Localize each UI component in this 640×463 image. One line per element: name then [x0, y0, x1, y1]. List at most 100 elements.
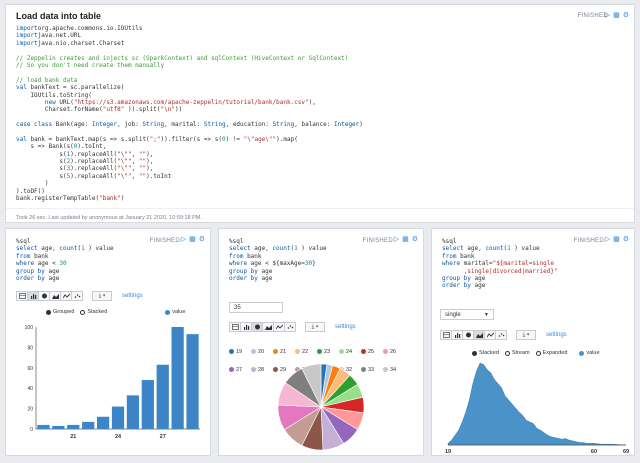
legend-item[interactable]: 33 [361, 367, 383, 373]
code-editor[interactable]: %sql select age, count(1 ) value from bank… [16, 238, 114, 282]
table-icon[interactable]: ▦ [613, 12, 620, 19]
legend-item[interactable]: 29 [273, 367, 295, 373]
code-token: 1 [294, 245, 298, 253]
code-token: 1 [81, 245, 85, 253]
legend-item[interactable]: 28 [251, 367, 273, 373]
legend-item[interactable]: 26 [383, 349, 405, 355]
run-icon[interactable]: ▷ [393, 236, 400, 243]
area-chart-icon [51, 294, 59, 299]
code-line [16, 47, 363, 54]
chevron-down-icon: ▼ [484, 312, 489, 318]
legend-dot-icon [317, 349, 322, 354]
code-token: marital= [460, 260, 493, 268]
run-icon[interactable]: ▷ [604, 236, 611, 243]
code-line: s(3).replaceAll("\"", ""), [16, 165, 363, 172]
legend-stacked[interactable]: Stacked [472, 350, 499, 356]
max-age-input[interactable]: 35 [229, 302, 283, 313]
code-line: bank.registerTempTable("bank") [16, 195, 363, 202]
code-token: ) [120, 194, 125, 202]
visualization-toolbar: ⤓ ▾ settings [229, 322, 356, 332]
pie-slice [301, 363, 322, 408]
legend-item[interactable]: 27 [229, 367, 251, 373]
legend-value[interactable]: value [579, 350, 600, 356]
paragraph-bar-chart: FINISHED ▷ ▦ ⚙ %sql select age, count(1 )… [5, 228, 211, 456]
scatter-chart-button[interactable] [284, 322, 296, 332]
code-token: ,single|divorced|married}" [442, 267, 558, 275]
legend-item[interactable]: 21 [273, 349, 295, 355]
code-token: age, [463, 245, 486, 253]
download-icon: ⤓ ▾ [522, 331, 530, 338]
code-line: IOUtils.toString( [16, 92, 363, 99]
code-line: // Zeppelin creates and injects sc (Spar… [16, 55, 363, 62]
download-button[interactable]: ⤓ ▾ [92, 291, 112, 301]
code-editor[interactable]: %sql select age, count(1 ) value from bank… [442, 238, 558, 290]
gear-icon[interactable]: ⚙ [622, 236, 629, 243]
run-icon[interactable]: ▷ [180, 236, 187, 243]
download-button[interactable]: ⤓ ▾ [305, 322, 325, 332]
code-token: 30 [304, 260, 313, 268]
legend-stream[interactable]: Stream [504, 350, 530, 356]
table-icon[interactable]: ▦ [613, 236, 620, 243]
bar [126, 395, 140, 429]
code-token: Integer [91, 121, 118, 129]
scatter-chart-button[interactable] [495, 330, 507, 340]
code-line: // load bank data [16, 77, 363, 84]
code-line: select age, count(1 ) value [442, 245, 558, 252]
code-token: age [470, 282, 486, 290]
code-line: ,single|divorced|married}" [442, 268, 558, 275]
code-line: group by age [16, 268, 114, 275]
legend-grouped[interactable]: Grouped [46, 309, 74, 315]
paragraph-actions: ▷ ▦ ⚙ [605, 236, 629, 244]
download-button[interactable]: ⤓ ▾ [516, 330, 536, 340]
code-token: age, [37, 245, 60, 253]
chart-legend: Grouped Stacked value [46, 309, 191, 315]
code-token: order by [16, 274, 45, 282]
table-icon[interactable]: ▦ [189, 236, 196, 243]
code-token: } [312, 260, 316, 268]
code-token: bank.registerTempTable( [16, 194, 100, 202]
legend-item[interactable]: 20 [251, 349, 273, 355]
scatter-chart-button[interactable] [71, 291, 83, 301]
legend-item[interactable]: 19 [229, 349, 251, 355]
settings-link[interactable]: settings [335, 324, 356, 330]
legend-dot-icon [295, 349, 300, 354]
code-token: group by [229, 267, 258, 275]
code-line: order by age [16, 275, 114, 282]
table-icon[interactable]: ▦ [402, 236, 409, 243]
legend-item[interactable]: 22 [295, 349, 317, 355]
code-token: 1 [507, 245, 511, 253]
download-icon: ⤓ ▾ [311, 323, 319, 330]
code-editor[interactable]: %sql select age, count(1 ) value from bank… [229, 238, 327, 282]
gear-icon[interactable]: ⚙ [198, 236, 205, 243]
legend-label: 19 [236, 348, 243, 355]
code-token: // So you don't need create them manuall… [16, 61, 165, 69]
settings-link[interactable]: settings [122, 293, 143, 299]
marital-select[interactable]: single ▼ [440, 309, 494, 320]
line-chart-icon [486, 332, 494, 338]
code-token: Charset.forName( [16, 106, 103, 114]
code-line: importorg.apache.commons.io.IOUtils [16, 25, 363, 32]
legend-stacked[interactable]: Stacked [80, 309, 107, 315]
legend-value[interactable]: value [165, 309, 185, 315]
code-token: select [16, 245, 38, 253]
run-icon[interactable]: ▷ [604, 12, 611, 19]
legend-item[interactable]: 23 [317, 349, 339, 355]
legend-item[interactable]: 25 [361, 349, 383, 355]
pie-chart [277, 363, 365, 451]
code-line: group by age [229, 268, 327, 275]
legend-item[interactable]: 34 [383, 367, 405, 373]
bar [156, 364, 169, 429]
code-editor[interactable]: importorg.apache.commons.io.IOUtils impor… [16, 25, 363, 202]
pie-chart-icon [465, 332, 471, 338]
gear-icon[interactable]: ⚙ [622, 12, 629, 19]
code-token: count [485, 245, 504, 253]
legend-expanded[interactable]: Expanded [535, 350, 567, 356]
gear-icon[interactable]: ⚙ [411, 236, 418, 243]
select-value: single [445, 312, 461, 318]
code-token: ).replaceAll( [70, 158, 118, 166]
legend-item[interactable]: 24 [339, 349, 361, 355]
code-line: order by age [442, 282, 558, 289]
scatter-chart-icon [287, 325, 293, 329]
code-line: importjava.net.URL [16, 32, 363, 39]
settings-link[interactable]: settings [546, 332, 567, 338]
